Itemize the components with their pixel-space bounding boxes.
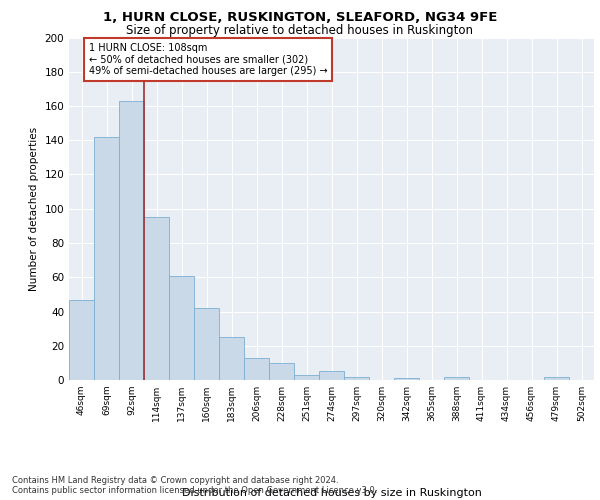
Bar <box>94 137 119 380</box>
Text: 1, HURN CLOSE, RUSKINGTON, SLEAFORD, NG34 9FE: 1, HURN CLOSE, RUSKINGTON, SLEAFORD, NG3… <box>103 11 497 24</box>
Bar <box>319 372 344 380</box>
Text: 1 HURN CLOSE: 108sqm
← 50% of detached houses are smaller (302)
49% of semi-deta: 1 HURN CLOSE: 108sqm ← 50% of detached h… <box>89 42 328 76</box>
Bar <box>194 308 219 380</box>
Bar <box>144 218 169 380</box>
Y-axis label: Number of detached properties: Number of detached properties <box>29 126 39 291</box>
Bar <box>119 101 144 380</box>
Bar <box>169 276 194 380</box>
Bar <box>294 375 319 380</box>
Bar <box>219 337 244 380</box>
Text: Size of property relative to detached houses in Ruskington: Size of property relative to detached ho… <box>127 24 473 37</box>
Bar <box>244 358 269 380</box>
Bar <box>344 376 369 380</box>
Bar <box>69 300 94 380</box>
Bar <box>394 378 419 380</box>
Bar <box>544 376 569 380</box>
Text: Contains HM Land Registry data © Crown copyright and database right 2024.
Contai: Contains HM Land Registry data © Crown c… <box>12 476 377 495</box>
Bar <box>269 363 294 380</box>
X-axis label: Distribution of detached houses by size in Ruskington: Distribution of detached houses by size … <box>182 488 481 498</box>
Bar <box>444 376 469 380</box>
